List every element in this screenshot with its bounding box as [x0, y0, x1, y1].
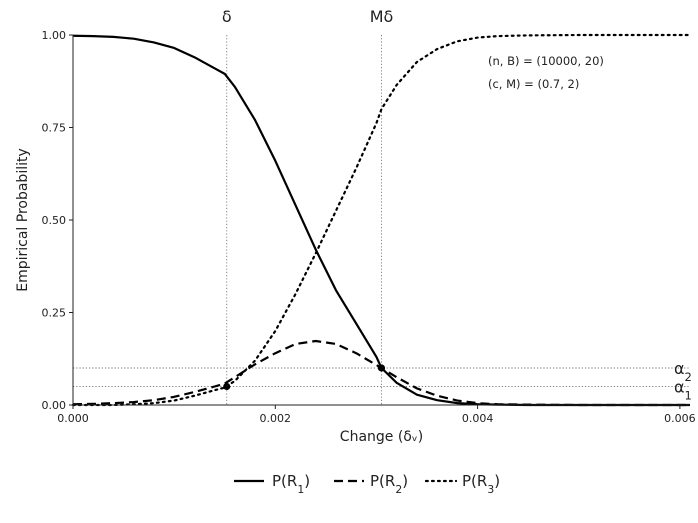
series-line-3: [71, 33, 692, 407]
legend-label: P(R2): [370, 472, 408, 496]
x-axis-title: Change (δᵥ): [340, 429, 423, 445]
marked-points: [223, 364, 386, 391]
legend-label: P(R1): [272, 472, 310, 496]
y-tick-label: 0.25: [42, 307, 67, 320]
vertical-ref-label: Mδ: [370, 7, 394, 26]
y-axis-title: Empirical Probability: [15, 148, 31, 292]
x-tick-label: 0.006: [664, 412, 696, 425]
series-line-2: [72, 339, 690, 407]
y-tick-label: 0.00: [42, 399, 67, 412]
legend-label: P(R3): [462, 472, 500, 496]
parameter-annotation: (c, M) = (0.7, 2): [488, 77, 579, 91]
axes: 0.00 0.25 0.50 0.75 1.00 0.000 0.002 0.004 0.006: [42, 29, 696, 425]
vertical-ref-label: δ: [222, 7, 232, 26]
y-tick-label: 1.00: [42, 29, 67, 42]
y-tick-label: 0.50: [42, 214, 67, 227]
reference-lines: [73, 35, 690, 405]
parameter-annotation: (n, B) = (10000, 20): [488, 54, 604, 68]
x-tick-label: 0.000: [57, 412, 89, 425]
y-tick-label: 0.75: [42, 122, 67, 135]
horizontal-ref-label: α1: [674, 378, 692, 403]
series-lines: [71, 33, 692, 407]
x-tick-label: 0.004: [462, 412, 494, 425]
x-tick-label: 0.002: [260, 412, 292, 425]
horizontal-ref-label: α2: [674, 359, 692, 384]
marked-point: [377, 364, 386, 372]
legend: P(R1) P(R2) P(R3): [234, 472, 500, 496]
marked-point: [223, 382, 231, 391]
